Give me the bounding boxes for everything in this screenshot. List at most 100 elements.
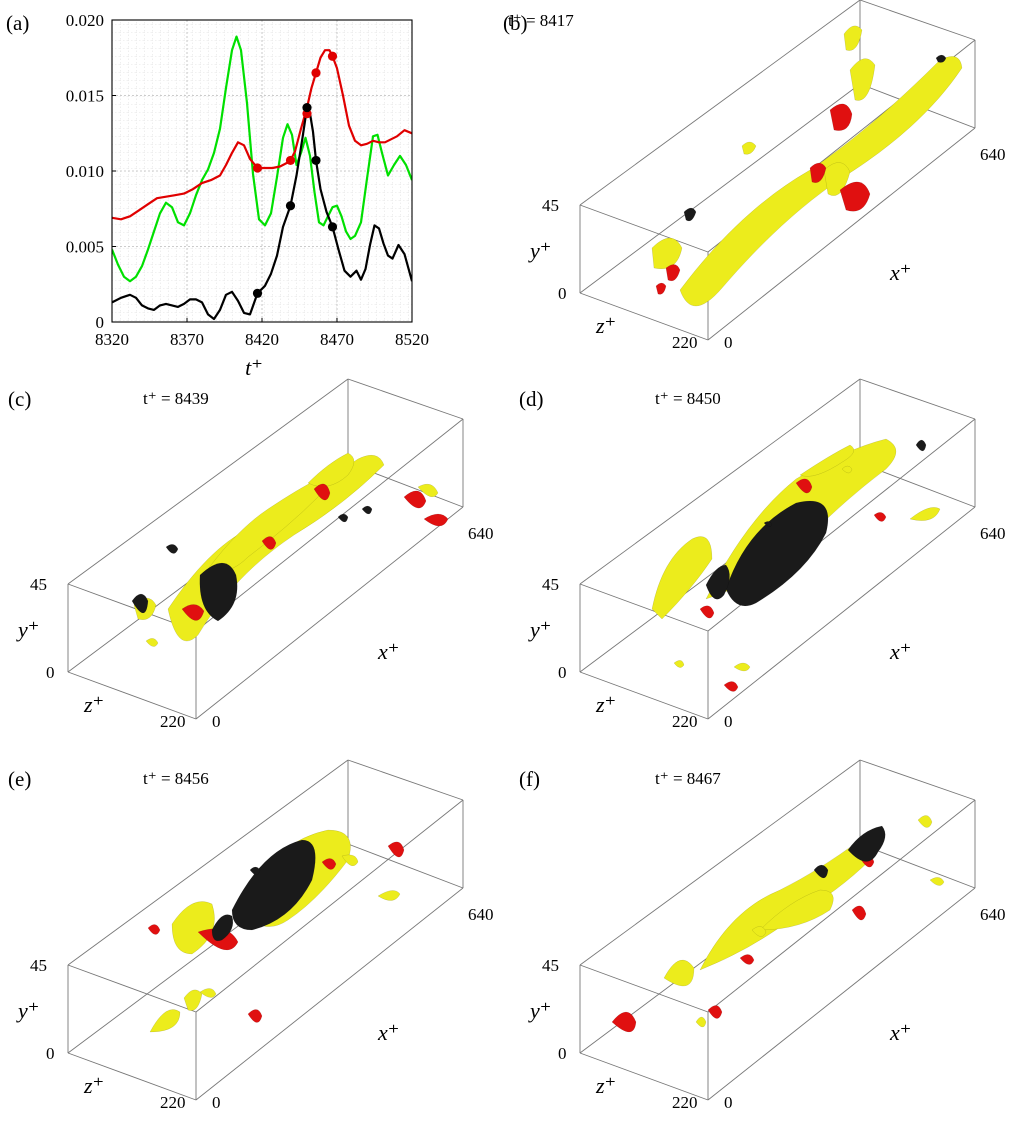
red-marker — [285, 155, 296, 166]
x-axis-label: x⁺ — [889, 1020, 911, 1045]
box-edge — [195, 418, 464, 632]
panel-label: (d) — [519, 387, 544, 411]
red-marker — [311, 68, 321, 78]
yellow-isosurface — [699, 839, 874, 971]
panel-a: (a) 8320 8370 8420 8470 8520 0 0.005 0.010 0.015… — [6, 11, 429, 380]
z-max-label: 220 — [672, 333, 698, 352]
black-isosurface — [337, 513, 349, 523]
yellow-isosurface — [663, 959, 695, 987]
x-axis-label: x⁺ — [889, 260, 911, 285]
box-edge — [579, 759, 861, 966]
panel-label: (f) — [519, 767, 540, 791]
red-isosurface — [387, 841, 405, 858]
z-axis-label: z⁺ — [83, 692, 104, 717]
black-marker — [327, 222, 338, 232]
panel-time-title: t⁺ = 8417 — [508, 11, 574, 30]
x-axis-label: x⁺ — [889, 639, 911, 664]
y-axis-label: y⁺ — [16, 998, 39, 1023]
black-isosurface — [763, 521, 773, 527]
y-tick-label: 0.015 — [66, 87, 104, 106]
black-marker — [311, 155, 321, 166]
y-bottom-label: 0 — [558, 1044, 567, 1063]
red-isosurface — [655, 282, 667, 295]
y-axis-label: y⁺ — [16, 617, 39, 642]
black-isosurface — [935, 54, 947, 63]
y-tick-label: 0.020 — [66, 11, 104, 30]
yellow-isosurface — [929, 877, 945, 886]
x-axis-label: x⁺ — [377, 1020, 399, 1045]
box-panel-d: 45 0 y⁺ x⁺ z⁺ 220 0 640 t⁺ = 8450 (d) — [519, 378, 1006, 731]
black-isosurface — [361, 505, 373, 515]
series-line-2 — [112, 106, 412, 321]
x-max-label: 640 — [468, 905, 494, 924]
yellow-isosurface — [651, 237, 683, 270]
box-edge — [67, 378, 349, 585]
box-panel-f: 45 0 y⁺ x⁺ z⁺ 220 0 640 t⁺ = 8467 (f) — [519, 759, 1006, 1112]
black-marker — [302, 102, 312, 113]
x-tick-label: 8420 — [245, 330, 279, 349]
black-isosurface — [131, 593, 149, 614]
black-isosurface — [725, 500, 829, 607]
red-isosurface — [423, 513, 449, 527]
red-isosurface — [873, 512, 887, 522]
y-bottom-label: 0 — [46, 663, 55, 682]
panel-time-title: t⁺ = 8450 — [655, 389, 721, 408]
yellow-isosurface — [651, 536, 713, 620]
x-origin-label: 0 — [724, 333, 733, 352]
x-origin-label: 0 — [724, 712, 733, 731]
yellow-isosurface — [733, 662, 751, 672]
box-edge — [195, 799, 464, 1013]
y-top-label: 45 — [30, 956, 47, 975]
panel-label: (b) — [503, 11, 528, 35]
box-edge — [859, 378, 976, 420]
box-edge — [579, 0, 861, 206]
x-axis-label: x⁺ — [377, 639, 399, 664]
yellow-isosurface — [307, 452, 355, 487]
red-isosurface — [809, 162, 827, 183]
x-tick-label: 8520 — [395, 330, 429, 349]
panel-label-a: (a) — [6, 11, 29, 35]
y-top-label: 45 — [542, 196, 559, 215]
red-isosurface — [829, 103, 853, 131]
panel-label: (c) — [8, 387, 31, 411]
box-panel-c: 45 0 y⁺ x⁺ z⁺ 220 0 640 t⁺ = 8439 (c) — [8, 378, 494, 731]
y-top-label: 45 — [30, 575, 47, 594]
x-max-label: 640 — [980, 145, 1006, 164]
x-origin-label: 0 — [724, 1093, 733, 1112]
time-series-chart: 8320 8370 8420 8470 8520 0 0.005 0.010 0.015 0.02… — [66, 11, 429, 349]
yellow-isosurface — [199, 988, 217, 998]
y-bottom-label: 0 — [558, 663, 567, 682]
yellow-isosurface — [417, 483, 439, 498]
z-max-label: 220 — [672, 712, 698, 731]
panel-label: (e) — [8, 767, 31, 791]
box-edge — [347, 759, 464, 801]
y-bottom-label: 0 — [558, 284, 567, 303]
x-max-label: 640 — [980, 524, 1006, 543]
box-edge — [579, 671, 709, 720]
box-edge — [347, 843, 464, 889]
z-axis-label: z⁺ — [595, 313, 616, 338]
chart-x-label: t⁺ — [245, 355, 263, 380]
red-isosurface — [795, 478, 813, 494]
yellow-isosurface — [843, 25, 863, 51]
red-isosurface — [851, 905, 867, 921]
black-isosurface — [199, 562, 238, 622]
yellow-isosurface — [751, 926, 767, 937]
box-edge — [347, 378, 464, 420]
box-edge — [707, 506, 976, 720]
yellow-isosurface — [759, 889, 834, 931]
y-axis-label: y⁺ — [528, 617, 551, 642]
box-edge — [707, 887, 976, 1101]
y-tick-label: 0.010 — [66, 162, 104, 181]
box-edge — [579, 292, 709, 341]
yellow-isosurface — [799, 444, 855, 477]
panel-time-title: t⁺ = 8456 — [143, 769, 209, 788]
panel-time-title: t⁺ = 8439 — [143, 389, 209, 408]
yellow-isosurface — [909, 507, 941, 521]
y-tick-label: 0 — [96, 313, 105, 332]
red-isosurface — [699, 605, 715, 619]
x-max-label: 640 — [980, 905, 1006, 924]
red-marker — [252, 163, 263, 173]
y-tick-label: 0.005 — [66, 238, 104, 257]
box-edge — [67, 671, 197, 720]
